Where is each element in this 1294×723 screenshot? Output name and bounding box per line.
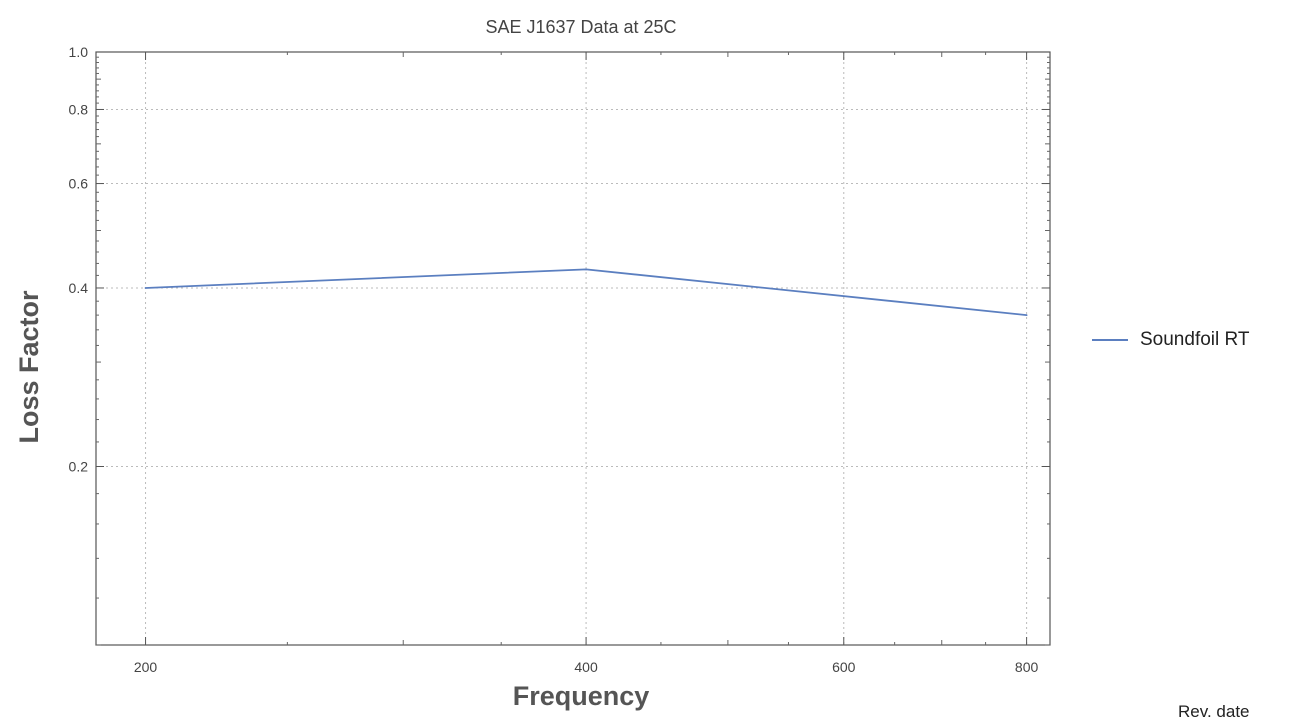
grid — [96, 52, 1050, 645]
y-tick-label: 0.8 — [69, 101, 89, 117]
legend-label: Soundfoil RT — [1140, 329, 1250, 350]
data-point — [585, 268, 587, 271]
y-tick-label: 0.6 — [69, 176, 89, 192]
legend-swatch — [1092, 339, 1128, 341]
plot-frame — [95, 51, 1051, 646]
y-axis-label: Loss Factor — [14, 290, 44, 444]
y-tick-label: 0.4 — [69, 280, 89, 296]
footer-note: Rev. date — [1178, 702, 1250, 721]
legend: Soundfoil RT — [1092, 329, 1250, 351]
x-tick-label: 600 — [832, 659, 856, 675]
x-tick-label: 200 — [134, 659, 158, 675]
y-tick-label: 0.2 — [69, 458, 89, 474]
chart-title: SAE J1637 Data at 25C — [485, 17, 676, 37]
x-axis-label: Frequency — [513, 681, 650, 711]
y-tick-label: 1.0 — [69, 44, 89, 60]
ticks: 200 400 600 800 0.2 0.4 0.6 0.8 1.0 — [69, 44, 1050, 675]
x-tick-label: 800 — [1015, 659, 1039, 675]
data-point — [1025, 314, 1028, 317]
data-point — [144, 287, 147, 289]
series — [144, 268, 1028, 317]
minor-ticks — [96, 52, 1050, 646]
x-tick-label: 400 — [574, 659, 598, 675]
